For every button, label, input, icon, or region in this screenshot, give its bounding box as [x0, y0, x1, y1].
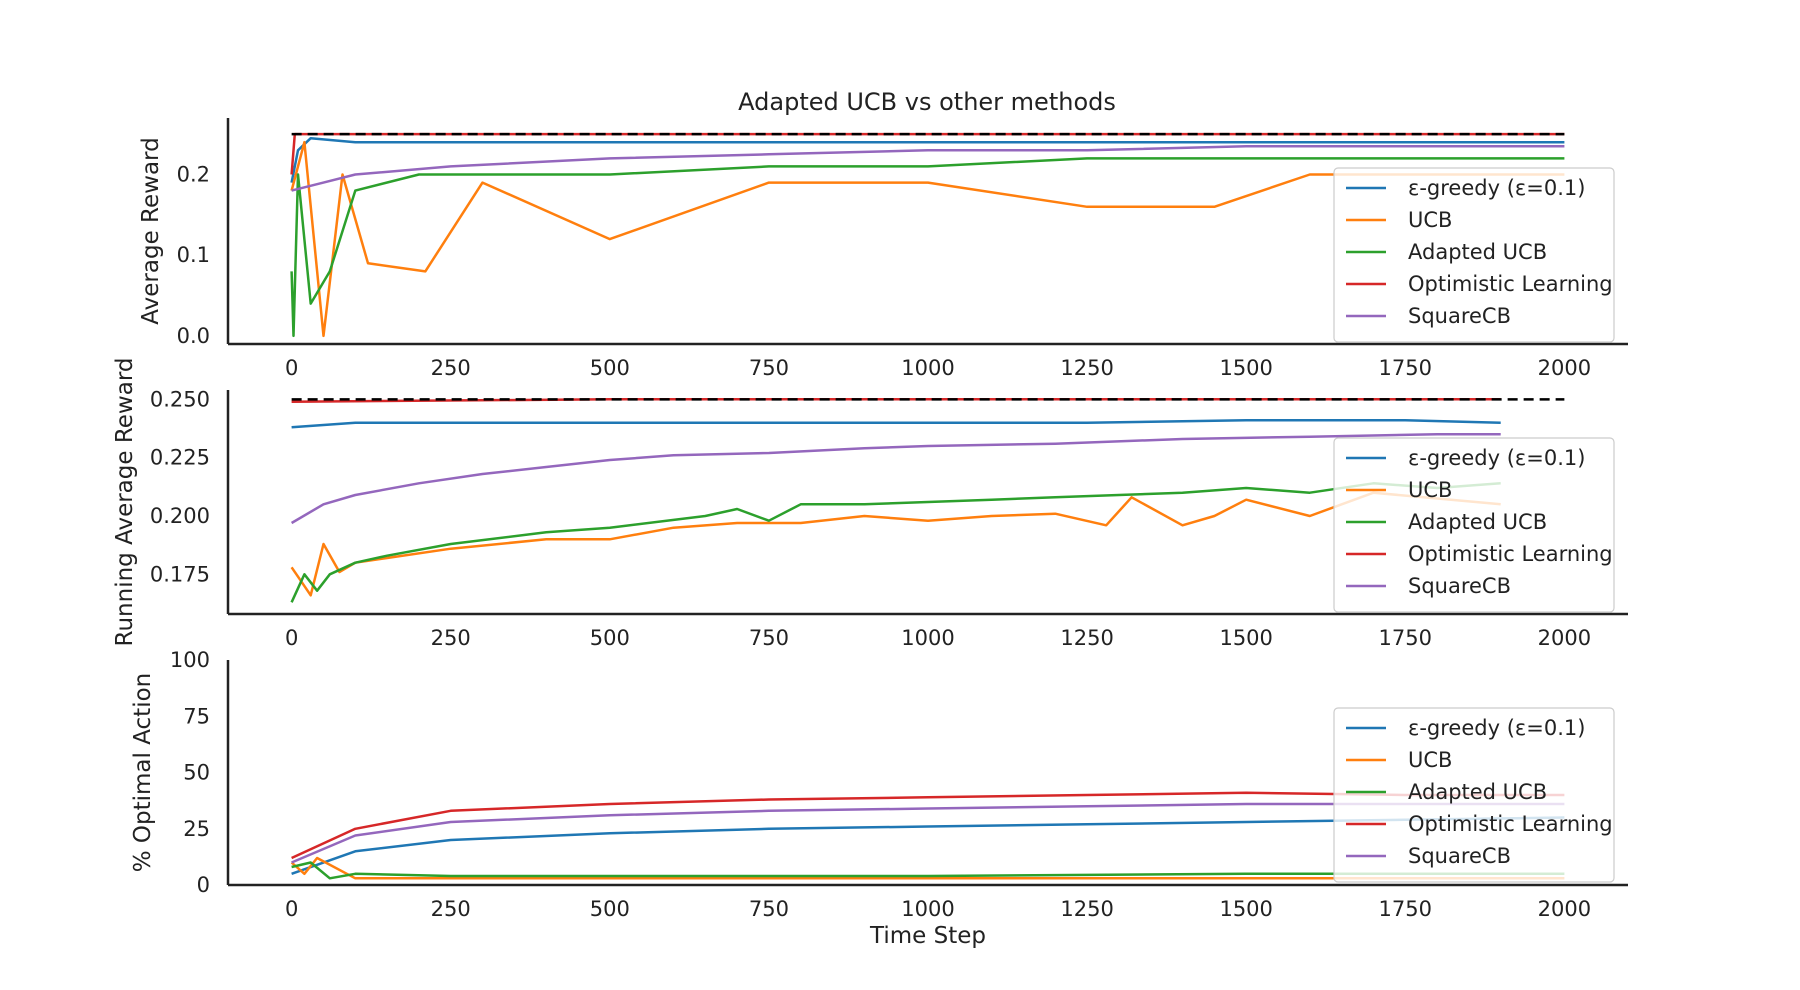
legend-box [1333, 437, 1615, 613]
legend: ε-greedy (ε=0.1) UCB Adapted UCB Optimistic… [1333, 167, 1615, 343]
legend-label-optimistic-learning: Optimistic Learning [1408, 272, 1613, 296]
y-tick-label: 0.225 [150, 446, 210, 470]
y-tick-label: 0.175 [150, 562, 210, 586]
series-line-optimistic-learning [291, 791, 1565, 860]
x-tick-label: 750 [749, 356, 789, 380]
x-tick-label: 1500 [1219, 356, 1272, 380]
legend-label-egreedy: ε-greedy (ε=0.1) [1408, 716, 1585, 740]
x-tick-label: 250 [431, 897, 471, 921]
series-line-adapted-ucb [290, 157, 1565, 338]
x-tick-label: 500 [590, 626, 630, 650]
legend-label-squarecb: SquareCB [1408, 304, 1511, 328]
legend-label-adapted-ucb: Adapted UCB [1408, 240, 1547, 264]
legend-label-ucb: UCB [1408, 208, 1452, 232]
series-line-squarecb [291, 145, 1565, 192]
x-tick-label: 1000 [901, 897, 954, 921]
panel-percent-optimal-action: 0 250 500 750 1000 1250 1500 1750 2000 0 25 50 75 100… [130, 648, 1628, 949]
legend-box [1333, 707, 1615, 883]
x-tick-label: 250 [431, 356, 471, 380]
x-tick-label: 2000 [1538, 626, 1591, 650]
x-tick-label: 1750 [1379, 356, 1432, 380]
y-tick-label: 0.250 [150, 387, 210, 411]
x-tick-label: 1750 [1379, 897, 1432, 921]
x-tick-label: 750 [749, 626, 789, 650]
series-line-ucb [290, 491, 1501, 597]
y-axis-label: % Optimal Action [130, 673, 156, 873]
x-tick-label: 1500 [1219, 626, 1272, 650]
y-tick-label: 50 [183, 761, 210, 785]
legend: ε-greedy (ε=0.1) UCB Adapted UCB Optimistic… [1333, 707, 1615, 883]
y-tick-label: 0.2 [177, 163, 210, 187]
series-line-ucb [290, 856, 1565, 880]
legend-label-egreedy: ε-greedy (ε=0.1) [1408, 176, 1585, 200]
legend-box [1333, 167, 1615, 343]
x-tick-label: 1500 [1219, 897, 1272, 921]
x-tick-label: 0 [285, 356, 298, 380]
x-axis-label: Time Step [869, 923, 986, 949]
chart-title: Adapted UCB vs other methods [738, 88, 1116, 116]
legend-label-squarecb: SquareCB [1408, 574, 1511, 598]
y-tick-label: 0 [197, 873, 210, 897]
x-tick-label: 500 [590, 897, 630, 921]
series-line-egreedy [291, 816, 1565, 875]
x-tick-label: 500 [590, 356, 630, 380]
legend-label-optimistic-learning: Optimistic Learning [1408, 812, 1613, 836]
y-tick-label: 0.1 [177, 243, 210, 267]
legend: ε-greedy (ε=0.1) UCB Adapted UCB Optimistic… [1333, 437, 1615, 613]
x-tick-label: 1000 [901, 626, 954, 650]
series-line-ucb [290, 140, 1565, 338]
y-tick-label: 100 [170, 648, 210, 672]
x-tick-label: 250 [431, 626, 471, 650]
series-line-adapted-ucb [291, 861, 1565, 880]
series-line-squarecb [291, 802, 1565, 864]
legend-label-optimistic-learning: Optimistic Learning [1408, 542, 1613, 566]
y-axis-label: Average Reward [138, 137, 164, 324]
legend-label-ucb: UCB [1408, 478, 1452, 502]
y-tick-label: 0.200 [150, 504, 210, 528]
legend-label-egreedy: ε-greedy (ε=0.1) [1408, 446, 1585, 470]
x-tick-label: 1250 [1060, 356, 1113, 380]
legend-label-adapted-ucb: Adapted UCB [1408, 780, 1547, 804]
y-tick-label: 75 [183, 704, 210, 728]
panel-average-reward: 0 250 500 750 1000 1250 1500 1750 2000 0.0 0.1 0.2 A… [138, 118, 1628, 380]
legend-label-squarecb: SquareCB [1408, 844, 1511, 868]
x-tick-label: 1000 [901, 356, 954, 380]
legend-label-adapted-ucb: Adapted UCB [1408, 510, 1547, 534]
x-tick-label: 2000 [1538, 356, 1591, 380]
y-tick-label: 0.0 [177, 324, 210, 348]
series-line-adapted-ucb [290, 482, 1501, 603]
legend-label-ucb: UCB [1408, 748, 1452, 772]
series-line-squarecb [290, 433, 1501, 525]
y-tick-label: 25 [183, 817, 210, 841]
y-axis-label: Running Average Reward [112, 358, 138, 647]
x-tick-label: 0 [285, 897, 298, 921]
series-line-egreedy [291, 419, 1501, 429]
x-tick-label: 1250 [1060, 897, 1113, 921]
x-tick-label: 750 [749, 897, 789, 921]
x-tick-label: 0 [285, 626, 298, 650]
x-tick-label: 1750 [1379, 626, 1432, 650]
panel-running-average-reward: 0 250 500 750 1000 1250 1500 1750 2000 0.175 0.200… [112, 358, 1628, 650]
x-tick-label: 1250 [1060, 626, 1113, 650]
x-tick-label: 2000 [1538, 897, 1591, 921]
